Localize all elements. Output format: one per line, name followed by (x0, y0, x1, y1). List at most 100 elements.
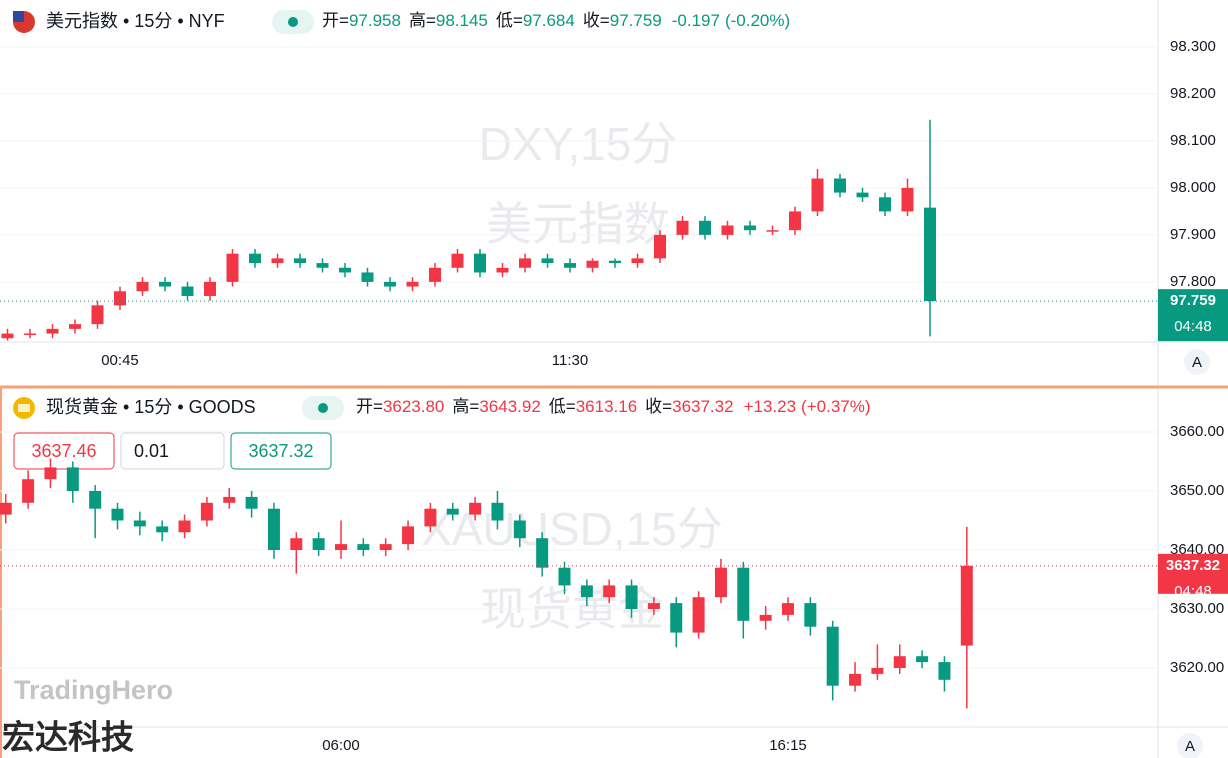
candle-body (46, 328, 59, 334)
ohlc-value: 3643.92 (479, 397, 540, 416)
quantity-box[interactable] (120, 432, 225, 470)
change-value: +13.23 (744, 397, 796, 416)
candle-body (384, 281, 396, 287)
candle-body (513, 520, 526, 539)
auto-scale-label: A (1192, 354, 1202, 371)
ohlc-name: 收= (583, 11, 610, 30)
candle-body (66, 467, 79, 492)
countdown-label: 04:48 (1174, 583, 1212, 600)
buy-box[interactable] (230, 432, 332, 470)
candle-body (429, 267, 441, 282)
candle-body (893, 656, 906, 669)
last-price-label: 97.759 (1170, 292, 1216, 309)
y-tick-label: 3620.00 (1170, 659, 1224, 676)
candle-body (564, 263, 576, 268)
candle-body (474, 253, 486, 273)
y-tick-label: 3630.00 (1170, 600, 1224, 617)
candle-body (766, 230, 779, 232)
candle-body (603, 585, 616, 598)
candle-body (24, 333, 36, 336)
pane-title: 美元指数 • 15分 • NYF (46, 11, 225, 31)
candle-body (916, 656, 929, 663)
brand-watermark: TradingHero (14, 675, 173, 705)
y-tick-label: 3660.00 (1170, 423, 1224, 440)
candle-body (406, 281, 419, 287)
candle-body (361, 272, 374, 282)
candle-body (91, 305, 104, 325)
candle-body (469, 502, 482, 515)
candle-body (654, 234, 666, 259)
candle-body (245, 496, 258, 509)
candle-body (744, 225, 756, 231)
symbol-watermark: XAUUSD,15分 (421, 503, 723, 555)
candle-body (609, 260, 621, 264)
candle-body (446, 508, 459, 515)
y-tick-label: 97.900 (1170, 226, 1216, 243)
symbol-watermark: DXY,15分 (479, 118, 678, 170)
candle-body (834, 178, 846, 193)
y-tick-label: 3650.00 (1170, 482, 1224, 499)
candle-body (826, 626, 839, 686)
candle-body (849, 673, 862, 686)
ohlc-name: 开= (322, 11, 349, 30)
ohlc-value: 97.759 (610, 11, 662, 30)
candle-body (721, 225, 734, 235)
candle-body (133, 520, 146, 527)
candle-body (541, 258, 554, 264)
candle-body (267, 508, 280, 551)
candle-body (312, 538, 325, 551)
ohlc-value: 97.958 (349, 11, 401, 30)
candle-body (357, 544, 370, 551)
last-price-label: 3637.32 (1166, 557, 1220, 574)
candle-body (901, 187, 914, 212)
candle-body (111, 508, 124, 521)
candle-body (782, 603, 794, 615)
ohlc-value: 3613.16 (576, 397, 637, 416)
candle-body (496, 267, 509, 273)
ohlc-name: 高= (452, 397, 479, 416)
auto-scale-button[interactable] (1184, 349, 1210, 375)
sell-price: 3637.46 (31, 441, 96, 461)
candle-body (692, 597, 705, 633)
x-tick-label: 11:30 (552, 352, 588, 369)
ohlc-value: 97.684 (523, 11, 575, 30)
candle-body (249, 253, 261, 264)
candle-body (402, 526, 415, 545)
change-value: -0.197 (672, 11, 720, 30)
y-tick-label: 97.800 (1170, 273, 1216, 290)
sell-box[interactable] (13, 432, 115, 470)
ohlc-name: 开= (356, 397, 383, 416)
brand-watermark: 宏达科技 (2, 719, 134, 756)
candle-body (44, 467, 57, 480)
x-tick-label: 00:45 (101, 352, 139, 369)
candle-body (0, 502, 12, 515)
candle-body (631, 258, 644, 264)
candle-body (335, 544, 347, 551)
candle-body (1, 333, 14, 339)
ohlc-legend: 开=3623.80 高=3643.92 低=3613.16 收=3637.32 +13.… (356, 397, 871, 416)
candle-body (804, 603, 817, 627)
candle-body (558, 567, 571, 586)
candle-body (759, 614, 772, 621)
candle-body (586, 260, 599, 268)
ohlc-name: 低= (549, 397, 576, 416)
candle-body (136, 281, 149, 292)
candle-body (89, 491, 102, 509)
visibility-pill (288, 17, 298, 27)
symbol-watermark: 美元指数 (486, 198, 670, 250)
auto-scale-button[interactable] (1177, 733, 1203, 758)
candle-body (178, 520, 191, 533)
candle-body (223, 496, 236, 503)
candle-body (714, 567, 727, 598)
candle-body (114, 291, 126, 306)
candle-body (451, 253, 464, 268)
candle-body (960, 565, 973, 646)
candle-body (625, 585, 638, 610)
y-tick-label: 98.000 (1170, 179, 1216, 196)
candle-body (699, 220, 711, 235)
candle-body (271, 258, 284, 264)
candle-body (924, 207, 936, 302)
candle-body (226, 253, 239, 282)
